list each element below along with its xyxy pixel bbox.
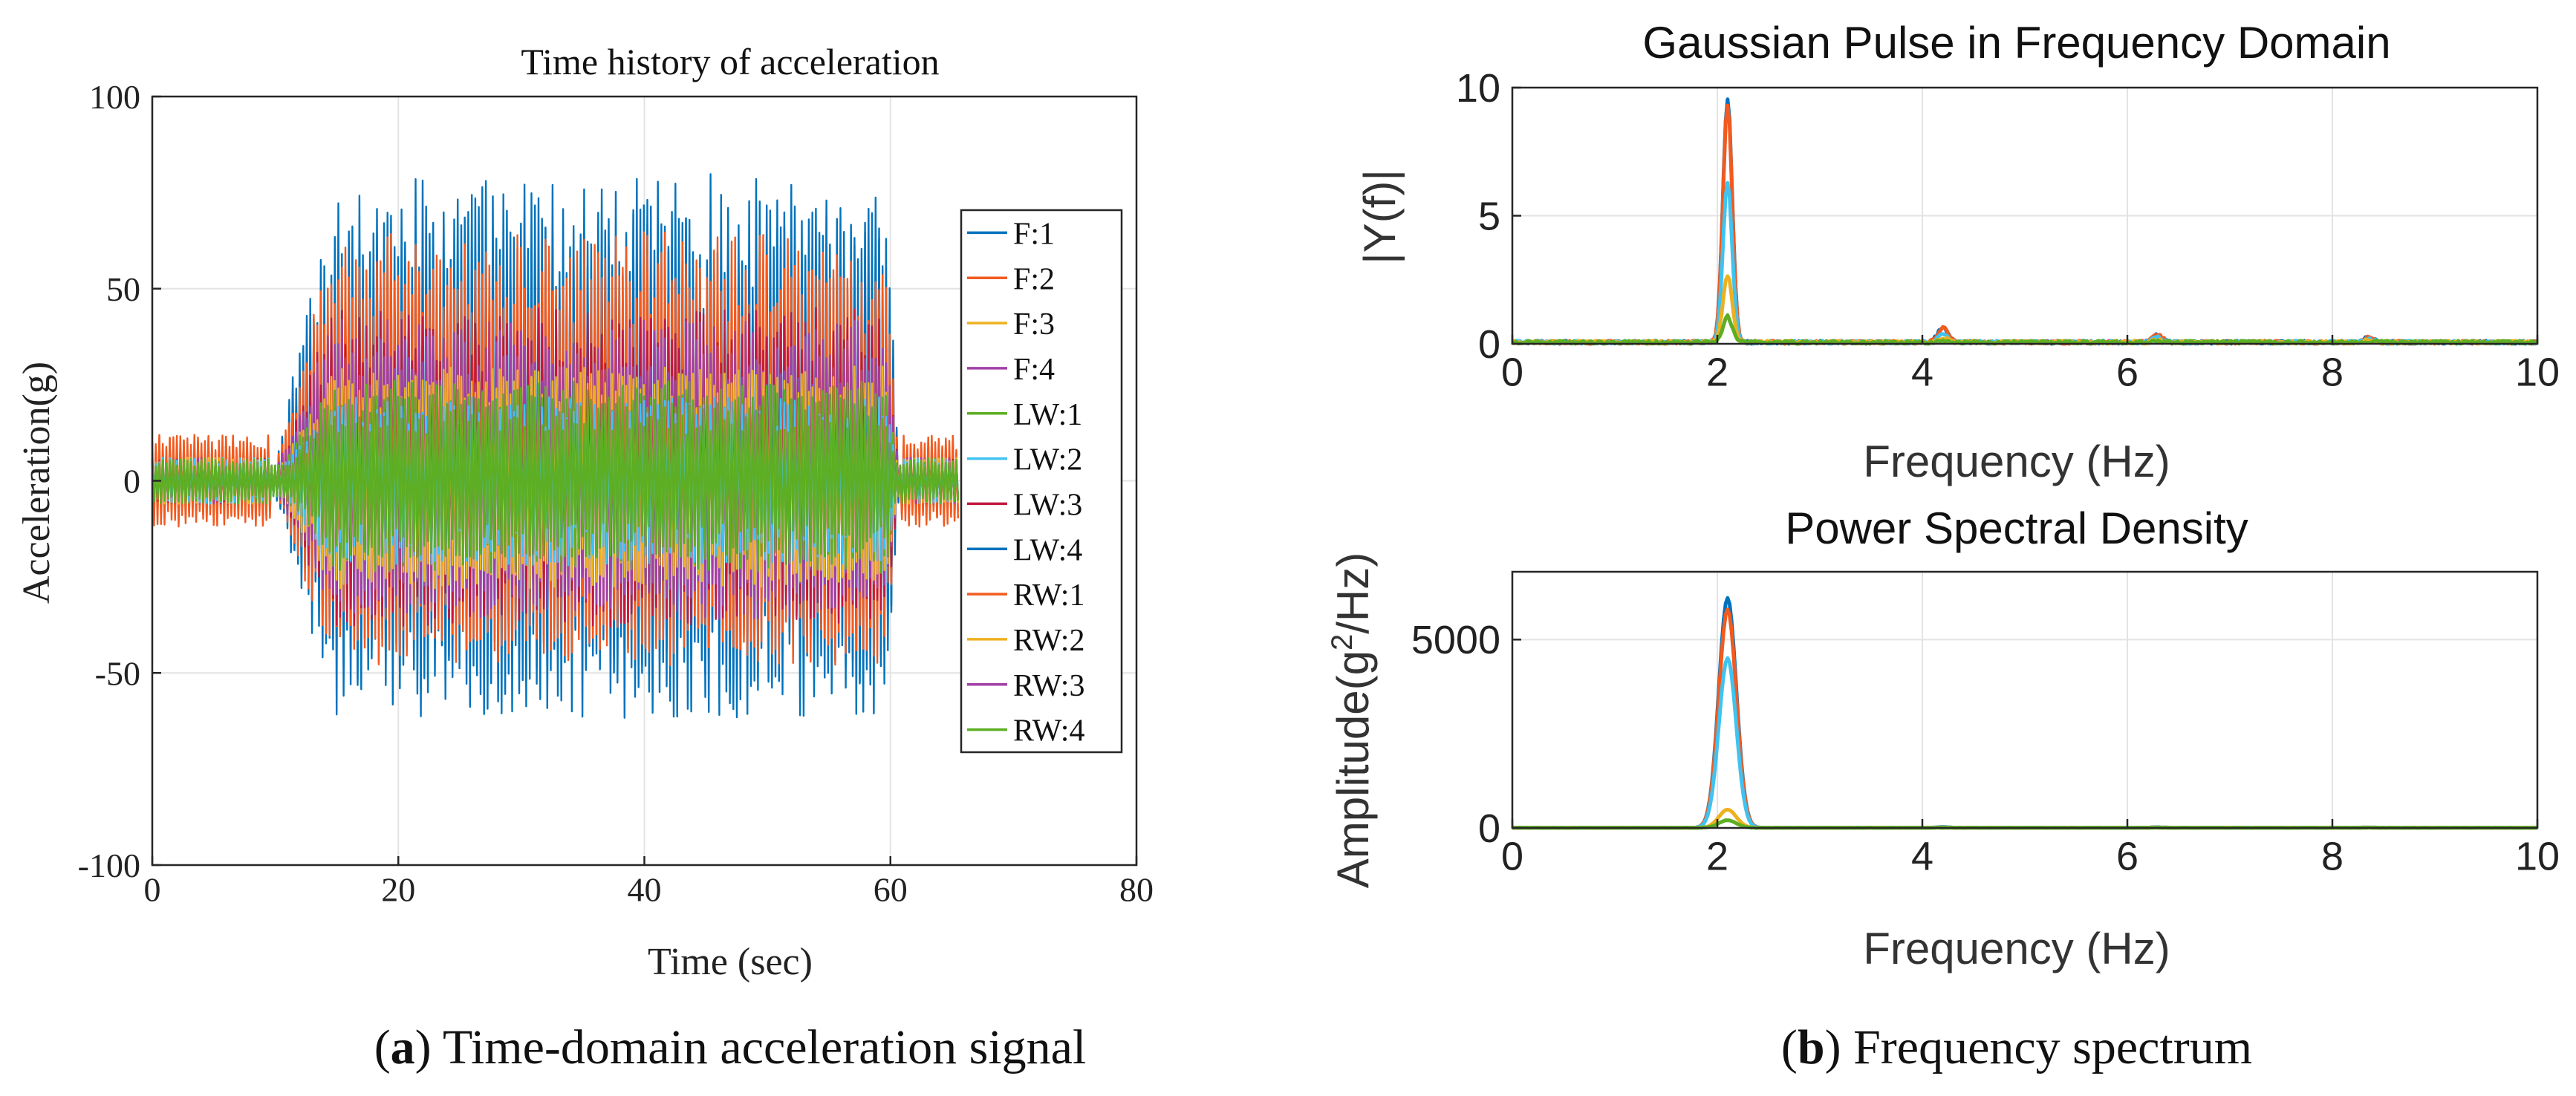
fft-spectra <box>1511 97 2539 346</box>
psd-tick-label-x: 6 <box>2116 835 2138 879</box>
psd-tick-label-x: 4 <box>1911 835 1933 879</box>
legend-entry-lw-4: LW:4 <box>967 533 1082 567</box>
fft-tick-label-y: 10 <box>1456 66 1500 111</box>
caption-a-letter: a <box>391 1020 415 1074</box>
time-history-title: Time history of acceleration <box>521 41 939 82</box>
psd-x-axis-label: Frequency (Hz) <box>1863 924 2170 973</box>
time-history-tick-label-y: 50 <box>106 270 140 308</box>
psd-tick-label-x: 8 <box>2321 835 2344 879</box>
psd-y-axis-label-main: Amplitude(g <box>1328 650 1378 888</box>
fft-tick-label-x: 6 <box>2116 350 2138 395</box>
fft-ticks: 0 2 4 6 8 10 0 5 10 <box>1456 66 2560 395</box>
legend-label: LW:1 <box>1013 398 1082 432</box>
caption-a-text: Time-domain acceleration signal <box>443 1020 1086 1074</box>
legend-entry-f-4: F:4 <box>967 353 1055 387</box>
time-history-tick-label-x: 80 <box>1119 870 1154 908</box>
fft-tick-label-x: 2 <box>1706 350 1728 395</box>
psd-tick-label-y: 0 <box>1478 806 1500 851</box>
fft-title: Gaussian Pulse in Frequency Domain <box>1642 18 2390 68</box>
legend-entry-rw-1: RW:1 <box>967 578 1084 613</box>
time-history-tick-label-y: 0 <box>123 463 140 500</box>
time-history-legend: F:1 F:2 F:3 F:4 LW:1 LW:2 LW:3 LW:4 RW:1 RW:2 RW:3… <box>960 209 1123 754</box>
psd-y-axis-label-superscript: 2 <box>1326 634 1359 650</box>
caption-b-letter: b <box>1798 1020 1825 1074</box>
fft-tick-label-y: 5 <box>1478 194 1500 238</box>
psd-tick-label-x: 2 <box>1706 835 1728 879</box>
fft-chart: 0 2 4 6 8 10 0 5 10 Gaussian Pulse in Frequency … <box>1355 18 2560 486</box>
time-history-y-axis-label: Acceleration(g) <box>16 362 58 604</box>
psd-y-axis-label-tail: /Hz) <box>1328 552 1378 634</box>
caption-b-text: Frequency spectrum <box>1853 1020 2252 1074</box>
legend-label: RW:1 <box>1013 578 1084 613</box>
legend-label: LW:2 <box>1013 443 1082 477</box>
caption-b: (b) Frequency spectrum <box>1781 1020 2252 1074</box>
psd-ticks: 0 2 4 6 8 10 0 5000 <box>1411 618 2560 878</box>
time-history-tick-label-x: 60 <box>874 870 908 908</box>
fft-x-axis-label: Frequency (Hz) <box>1863 437 2170 486</box>
caption-a: (a) Time-domain acceleration signal <box>374 1020 1087 1074</box>
time-history-tick-label-y: -100 <box>78 847 140 884</box>
time-history-tick-label-x: 40 <box>628 870 662 908</box>
legend-label: LW:3 <box>1013 488 1082 522</box>
psd-tick-label-y: 5000 <box>1411 618 1500 662</box>
fft-tick-label-y: 0 <box>1478 322 1500 367</box>
fft-tick-label-x: 8 <box>2321 350 2344 395</box>
legend-label: F:2 <box>1013 262 1055 296</box>
legend-entry-lw-2: LW:2 <box>967 443 1082 477</box>
psd-y-axis-label: Amplitude(g2/Hz) <box>1326 552 1378 888</box>
legend-entry-lw-3: LW:3 <box>967 488 1082 522</box>
fft-tick-label-x: 0 <box>1501 350 1523 395</box>
fft-tick-label-x: 10 <box>2515 350 2560 395</box>
time-history-tick-label-x: 20 <box>381 870 415 908</box>
psd-chart: 0 2 4 6 8 10 0 5000 Power Spectral Density Freq… <box>1326 503 2560 973</box>
legend-label: F:3 <box>1013 307 1055 342</box>
time-history-tick-label-x: 0 <box>144 870 161 908</box>
psd-plot-frame <box>1511 570 2539 829</box>
legend-box <box>960 209 1123 754</box>
legend-entry-lw-1: LW:1 <box>967 398 1082 432</box>
legend-entry-f-1: F:1 <box>967 217 1055 251</box>
time-history-x-axis-label: Time (sec) <box>648 941 813 983</box>
legend-label: RW:2 <box>1013 624 1084 658</box>
signal-rw-4 <box>151 395 959 558</box>
psd-tick-label-x: 10 <box>2515 835 2560 879</box>
time-history-ticks: 0 20 40 60 80 -100 -50 0 50 100 <box>78 78 1154 908</box>
time-history-tick-label-y: 100 <box>89 78 140 116</box>
legend-label: RW:3 <box>1013 669 1084 703</box>
fft-y-axis-label: |Y(f)| <box>1355 169 1405 264</box>
fft-series-lw-1 <box>1511 313 2539 346</box>
legend-label: LW:4 <box>1013 533 1082 567</box>
legend-entry-rw-3: RW:3 <box>967 669 1084 703</box>
time-history-chart: 0 20 40 60 80 -100 -50 0 50 100 Time history of a… <box>16 41 1154 983</box>
legend-entry-rw-2: RW:2 <box>967 624 1084 658</box>
legend-entry-f-2: F:2 <box>967 262 1055 296</box>
fft-tick-label-x: 4 <box>1911 350 1933 395</box>
time-history-signals <box>151 173 959 719</box>
legend-label: RW:4 <box>1013 714 1084 748</box>
psd-tick-label-x: 0 <box>1501 835 1523 879</box>
psd-title: Power Spectral Density <box>1785 503 2248 553</box>
legend-label: F:1 <box>1013 217 1055 251</box>
legend-label: F:4 <box>1013 353 1055 387</box>
legend-entry-rw-4: RW:4 <box>967 714 1084 748</box>
legend-entry-f-3: F:3 <box>967 307 1055 342</box>
time-history-tick-label-y: -50 <box>95 654 140 692</box>
